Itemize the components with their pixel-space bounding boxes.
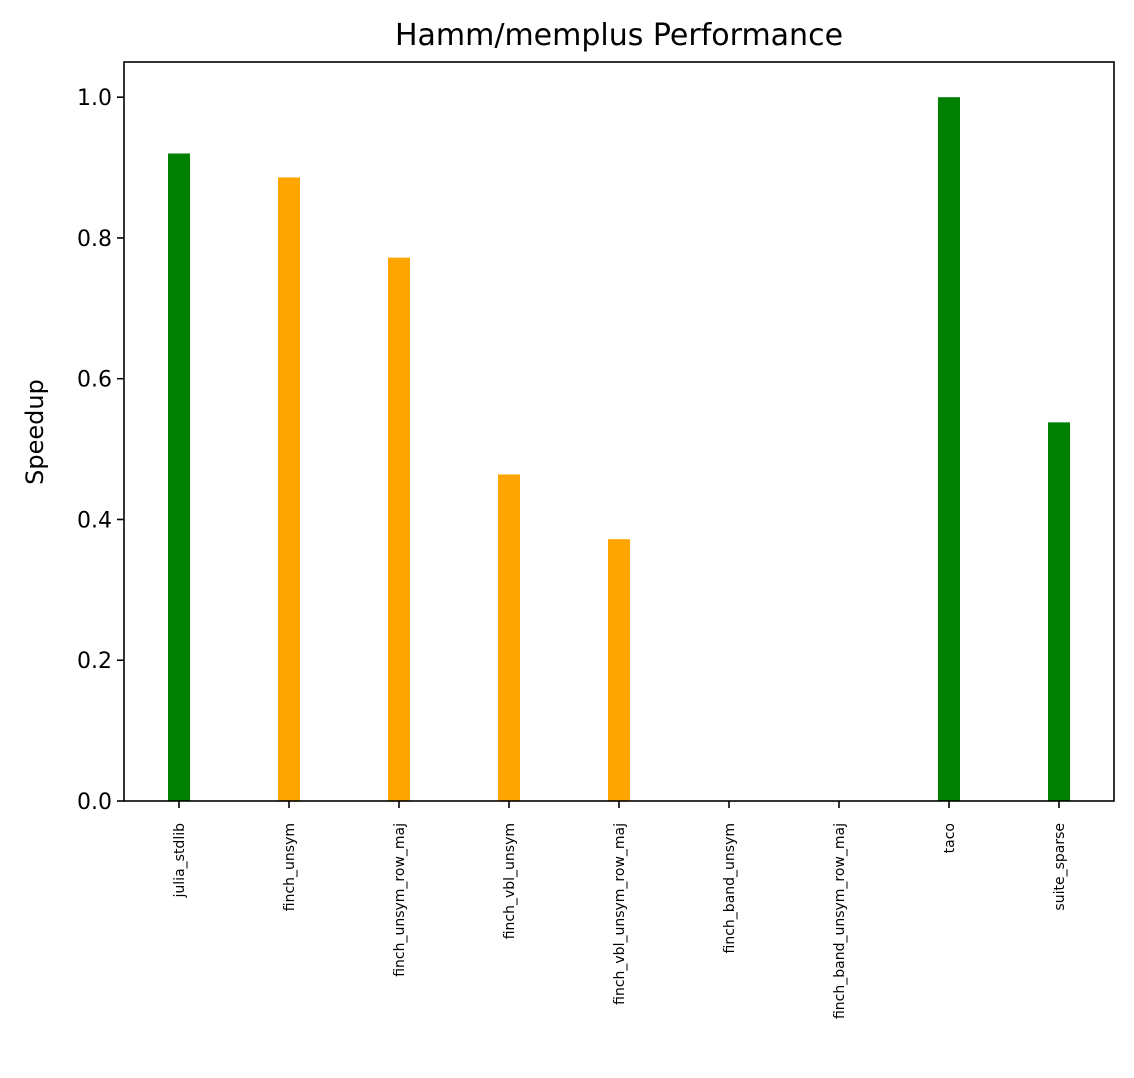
bar: [168, 153, 190, 801]
x-tick-label: finch_band_unsym_row_maj: [832, 823, 848, 1019]
y-tick-label: 0.8: [77, 227, 112, 252]
bar: [938, 97, 960, 801]
plot-area: 0.0 0.2 0.4 0.6 0.8 1.0 julia_stdlib finch_unsy…: [77, 61, 1115, 1019]
y-tick-label: 0.0: [77, 790, 112, 815]
x-tick-label: finch_unsym_row_maj: [392, 823, 408, 977]
x-tick-label: suite_sparse: [1052, 823, 1068, 911]
bar: [498, 474, 520, 801]
x-tick-label: taco: [942, 823, 958, 853]
x-tick-label: finch_vbl_unsym: [502, 823, 518, 939]
x-tick-label: julia_stdlib: [172, 823, 188, 899]
y-tick-label: 0.4: [77, 508, 112, 533]
bar: [608, 539, 630, 801]
y-tick-label: 0.2: [77, 649, 112, 674]
x-tick-label: finch_vbl_unsym_row_maj: [612, 823, 628, 1005]
x-tick-label: finch_band_unsym: [722, 823, 738, 953]
x-tick-label: finch_unsym: [282, 823, 298, 911]
y-tick-label: 1.0: [77, 86, 112, 111]
chart-title: Hamm/memplus Performance: [395, 18, 843, 53]
y-tick-label: 0.6: [77, 368, 112, 393]
bar: [278, 177, 300, 802]
bar: [388, 257, 410, 801]
y-axis-label: Speedup: [21, 379, 49, 485]
bar: [1048, 422, 1070, 801]
